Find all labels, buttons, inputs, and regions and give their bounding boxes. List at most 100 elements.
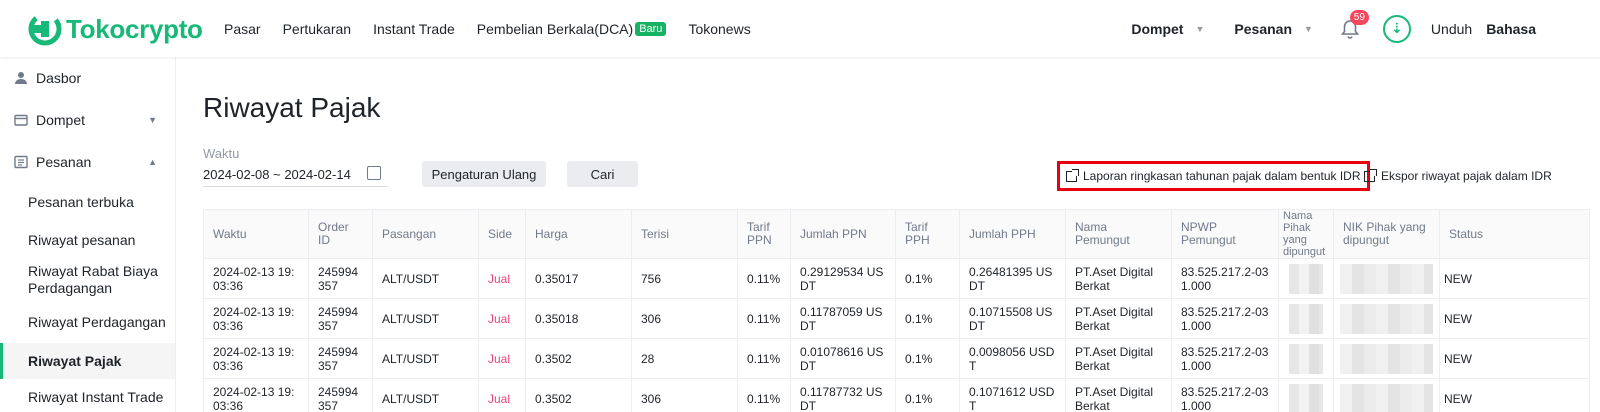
tokocrypto-logo-icon	[28, 12, 62, 46]
sidebar-item-orders[interactable]: Pesanan ▲	[0, 141, 175, 183]
logo[interactable]: Tokocrypto	[26, 12, 203, 46]
cell-pph-amount: 0.26481395 USDT	[959, 258, 1066, 299]
sidebar-item-wallet[interactable]: Dompet ▼	[0, 99, 175, 141]
new-badge: Baru	[635, 21, 667, 36]
table-row: 2024-02-13 19:03:36 245994357 ALT/USDT Jual…	[203, 338, 1590, 379]
cell-ppn-rate: 0.11%	[737, 378, 791, 412]
nav-pasar[interactable]: Pasar	[224, 21, 261, 37]
external-link-icon	[1066, 168, 1079, 182]
cell-collector: PT.Aset Digital Berkat	[1065, 298, 1172, 339]
list-icon	[14, 155, 28, 169]
cell-filled: 306	[631, 298, 738, 339]
cell-ppn-amount: 0.29129534 USDT	[790, 258, 896, 299]
redacted-block	[1340, 383, 1433, 412]
cell-order-id: 245994357	[308, 298, 373, 339]
cell-npwp: 83.525.217.2-031.000	[1171, 258, 1279, 299]
redacted-block	[1289, 343, 1323, 374]
redacted-block	[1340, 343, 1433, 374]
column-header: NPWP Pemungut	[1171, 209, 1279, 259]
cell-redacted-name	[1278, 338, 1334, 379]
download-app-button[interactable]: ⇣	[1382, 14, 1411, 43]
cell-side: Jual	[478, 378, 526, 412]
sidebar-item-tax-history[interactable]: Riwayat Pajak	[0, 343, 175, 379]
download-link[interactable]: Unduh	[1431, 21, 1472, 37]
sidebar-subitem-label: Riwayat Pajak	[28, 352, 122, 369]
cell-price: 0.35018	[525, 298, 632, 339]
nav-pertukaran-label: Pertukaran	[282, 20, 352, 37]
cell-filled: 28	[631, 338, 738, 379]
cell-pph-amount: 0.10715508 USDT	[959, 298, 1066, 339]
wallet-menu[interactable]: Dompet ▼	[1131, 21, 1204, 37]
nav-tokonews[interactable]: Tokonews	[688, 21, 750, 37]
sidebar-item-order-history[interactable]: Riwayat pesanan	[0, 221, 175, 259]
cell-filled: 306	[631, 378, 738, 412]
cell-status: NEW	[1439, 378, 1590, 412]
redacted-block	[1340, 263, 1433, 294]
sidebar-item-open-orders[interactable]: Pesanan terbuka	[0, 183, 175, 221]
cell-pph-amount: 0.0098056 USDT	[959, 338, 1066, 379]
sidebar-item-rebate-history[interactable]: Riwayat Rabat Biaya Perdagangan	[0, 259, 175, 301]
cell-time: 2024-02-13 19:03:36	[203, 378, 309, 412]
nav-dca[interactable]: Pembelian Berkala(DCA) Baru	[477, 21, 667, 37]
redacted-block	[1289, 303, 1323, 334]
sidebar-item-trade-history[interactable]: Riwayat Perdagangan	[0, 301, 175, 343]
cell-collector: PT.Aset Digital Berkat	[1065, 378, 1172, 412]
nav-instant-trade-label: Instant Trade	[373, 20, 455, 37]
cell-pph-amount: 0.1071612 USDT	[959, 378, 1066, 412]
sidebar-subitem-label: Riwayat Instant Trade	[28, 388, 164, 405]
top-header: Tokocrypto Pasar Pertukaran Instant Trad…	[0, 0, 1600, 57]
column-header: Harga	[525, 209, 632, 259]
annual-tax-report-label: Laporan ringkasan tahunan pajak dalam be…	[1083, 169, 1361, 183]
column-header: Tarif PPH	[895, 209, 960, 259]
sidebar-item-instant-trade-history[interactable]: Riwayat Instant Trade	[0, 379, 175, 412]
date-range-picker[interactable]: 2024-02-08 ~ 2024-02-14	[203, 163, 387, 187]
cell-redacted-nik	[1333, 258, 1440, 299]
column-header: Terisi	[631, 209, 738, 259]
nav-pertukaran[interactable]: Pertukaran	[283, 21, 351, 37]
export-tax-history-label: Ekspor riwayat pajak dalam IDR	[1381, 169, 1552, 183]
nav-instant-trade[interactable]: Instant Trade	[373, 21, 455, 37]
annual-tax-report-link[interactable]: Laporan ringkasan tahunan pajak dalam be…	[1057, 161, 1370, 191]
cell-price: 0.3502	[525, 378, 632, 412]
cell-ppn-amount: 0.11787059 USDT	[790, 298, 896, 339]
cell-order-id: 245994357	[308, 258, 373, 299]
cell-pair: ALT/USDT	[372, 378, 479, 412]
sidebar-item-label: Pesanan	[36, 154, 92, 170]
export-tax-history-link[interactable]: Ekspor riwayat pajak dalam IDR	[1364, 161, 1552, 191]
cell-time: 2024-02-13 19:03:36	[203, 298, 309, 339]
notification-count-badge: 59	[1349, 9, 1369, 25]
table-row: 2024-02-13 19:03:36 245994357 ALT/USDT Jual…	[203, 258, 1590, 299]
cell-npwp: 83.525.217.2-031.000	[1171, 298, 1279, 339]
cell-time: 2024-02-13 19:03:36	[203, 258, 309, 299]
redacted-block	[1289, 383, 1323, 412]
cell-redacted-name	[1278, 378, 1334, 412]
download-arrow-icon: ⇣	[1391, 20, 1403, 36]
sidebar-item-label: Dasbor	[36, 70, 82, 86]
cell-ppn-amount: 0.01078616 USDT	[790, 338, 896, 379]
external-link-icon	[1364, 168, 1377, 182]
table-row: 2024-02-13 19:03:36 245994357 ALT/USDT Jual…	[203, 298, 1590, 339]
orders-menu[interactable]: Pesanan ▼	[1234, 21, 1313, 37]
tax-history-table: Waktu Order ID Pasangan Side Harga Teris…	[203, 209, 1590, 412]
column-header: Nama Pemungut	[1065, 209, 1172, 259]
sidebar-item-dashboard[interactable]: Dasbor	[0, 57, 175, 99]
cell-time: 2024-02-13 19:03:36	[203, 338, 309, 379]
time-filter-label: Waktu	[203, 146, 240, 161]
reset-button[interactable]: Pengaturan Ulang	[422, 161, 546, 187]
column-header: Pasangan	[372, 209, 479, 259]
cell-redacted-nik	[1333, 338, 1440, 379]
nav-pasar-label: Pasar	[224, 20, 261, 37]
orders-menu-label: Pesanan	[1234, 20, 1292, 37]
cell-redacted-name	[1278, 298, 1334, 339]
cell-pair: ALT/USDT	[372, 298, 479, 339]
sidebar-subitem-label: Pesanan terbuka	[28, 193, 134, 210]
language-menu[interactable]: Bahasa	[1486, 21, 1536, 37]
notification-bell[interactable]: 59	[1339, 9, 1369, 40]
column-header: Status	[1439, 209, 1590, 259]
search-button[interactable]: Cari	[567, 161, 638, 187]
column-header: Side	[478, 209, 526, 259]
cell-collector: PT.Aset Digital Berkat	[1065, 338, 1172, 379]
sidebar-subitem-label: Riwayat Rabat Biaya Perdagangan	[28, 263, 158, 296]
sidebar-subitem-label: Riwayat Perdagangan	[28, 313, 166, 330]
cell-pph-rate: 0.1%	[895, 378, 960, 412]
